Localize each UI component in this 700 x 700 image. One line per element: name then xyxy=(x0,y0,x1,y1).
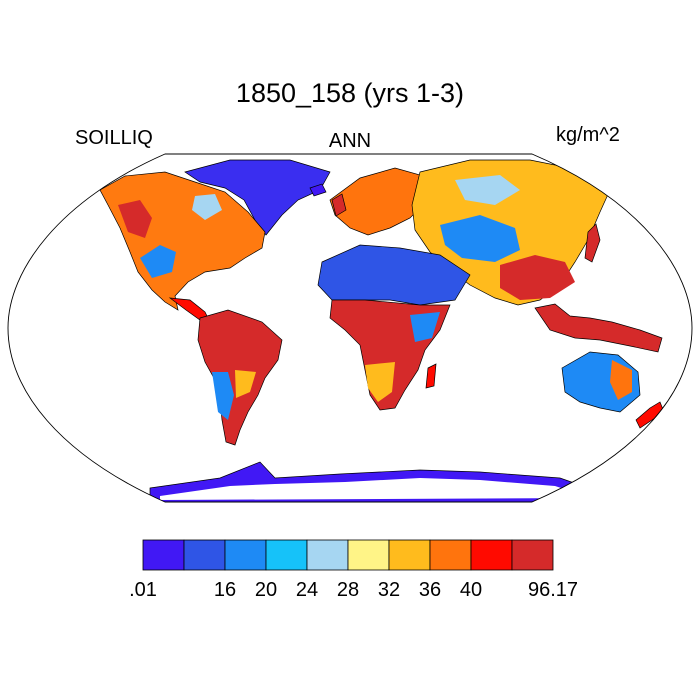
colorbar-tick-label: 96.17 xyxy=(528,579,578,601)
japan-region xyxy=(584,223,601,263)
east-africa-patch xyxy=(410,312,440,342)
colorbar-box xyxy=(224,539,267,571)
siberia-mixed-patch xyxy=(455,175,520,205)
colorbar-box xyxy=(511,539,554,571)
new-zealand-region xyxy=(635,401,665,429)
australia-east-patch xyxy=(610,360,632,400)
europe-region xyxy=(329,167,429,236)
madagascar-region xyxy=(425,363,437,389)
map-boundary xyxy=(7,153,693,503)
central-asia-dry-patch xyxy=(440,215,520,262)
units-label: kg/m^2 xyxy=(556,124,620,146)
south-africa-patch xyxy=(365,362,395,402)
colorbar-tick-label: 24 xyxy=(296,579,318,601)
colorbar-tick-label: 20 xyxy=(255,579,277,601)
colorbar-tick-label: 16 xyxy=(214,579,236,601)
colorbar-box xyxy=(265,539,308,571)
colorbar-box xyxy=(347,539,390,571)
colorbar-tick-label: 40 xyxy=(460,579,482,601)
sahara-region xyxy=(317,244,471,306)
south-america-dry-patch xyxy=(212,372,234,420)
british-isles-region xyxy=(331,193,347,217)
period-label: ANN xyxy=(328,130,372,152)
colorbar-tick-label: 36 xyxy=(419,579,441,601)
antarctica-interior xyxy=(160,478,592,500)
maritime-asia-region xyxy=(534,303,663,353)
colorbar-box xyxy=(429,539,472,571)
hudson-patch xyxy=(192,194,222,220)
colorbar-box xyxy=(306,539,349,571)
iceland-region xyxy=(309,183,327,197)
south-america-mid-patch xyxy=(235,370,256,398)
colorbar-tick-label: 32 xyxy=(378,579,400,601)
colorbar-box xyxy=(183,539,226,571)
greenland-region xyxy=(184,159,331,236)
colorbar-box xyxy=(388,539,431,571)
plot-title: 1850_158 (yrs 1-3) xyxy=(235,78,465,108)
colorbar-box xyxy=(142,539,185,571)
colorbar-box xyxy=(470,539,513,571)
south-asia-wet-patch xyxy=(500,255,575,300)
colorbar-tick-label: 28 xyxy=(337,579,359,601)
variable-label: SOILLIQ xyxy=(75,127,153,149)
north-america-wet-patch xyxy=(118,200,152,238)
north-america-dry-patch xyxy=(140,245,176,278)
colorbar-tick-label: .01 xyxy=(129,579,157,601)
